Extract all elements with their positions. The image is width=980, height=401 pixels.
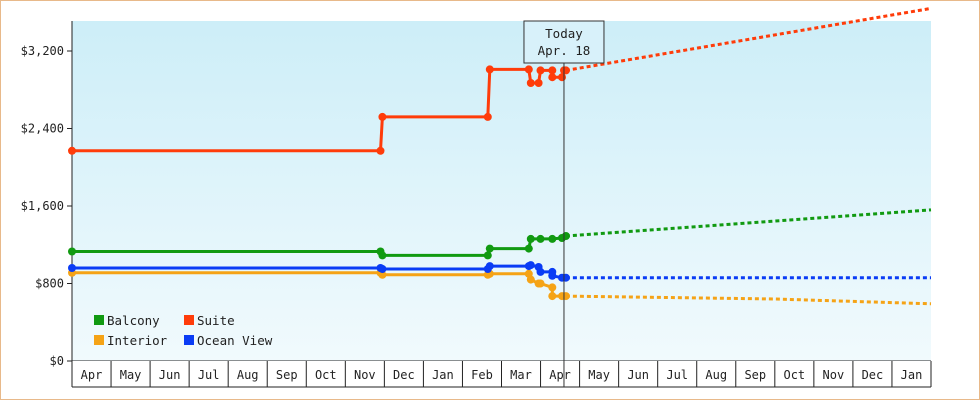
legend: Balcony Suite Interior Ocean View [94, 313, 273, 348]
x-tick-label: Aug [705, 368, 727, 382]
x-tick-label: Sep [744, 368, 766, 382]
data-point [534, 79, 543, 87]
y-tick-label: $0 [50, 354, 64, 368]
forecast-line [565, 6, 932, 72]
x-tick-label: May [120, 368, 142, 382]
x-tick-label: May [588, 368, 610, 382]
legend-item-balcony: Balcony [94, 313, 160, 328]
legend-swatch [184, 335, 194, 345]
y-tick-label: $1,600 [21, 199, 64, 213]
legend-swatch [94, 315, 104, 325]
y-tick-label: $800 [35, 277, 64, 291]
data-point [561, 66, 570, 75]
forecast-line [565, 208, 932, 238]
legend-swatch [94, 335, 104, 345]
axes: $0 $800 $1,600 $2,400 $3,200 Apr May Jun Jul Aug S… [21, 21, 932, 388]
legend-label: Suite [197, 313, 235, 328]
today-marker: Today Apr. 18 [523, 20, 605, 387]
data-point [526, 79, 535, 87]
data-point [526, 275, 535, 284]
series-interior [68, 268, 932, 306]
data-point [378, 251, 387, 260]
x-tick-label: Feb [471, 368, 493, 382]
legend-label: Ocean View [197, 333, 273, 348]
data-point [548, 66, 557, 75]
data-point [526, 234, 535, 243]
data-point [68, 146, 76, 155]
data-point [483, 251, 492, 260]
legend-label: Balcony [107, 313, 160, 328]
x-tick-label: Jun [627, 368, 649, 382]
data-point [536, 279, 545, 288]
data-point [536, 267, 545, 276]
data-point [483, 112, 492, 121]
x-tick-label: Dec [393, 368, 415, 382]
data-point [561, 292, 570, 301]
data-point [68, 264, 76, 272]
data-point [558, 73, 566, 82]
x-tick-label: Jan [432, 368, 454, 382]
data-point [526, 261, 535, 270]
today-date: Apr. 18 [538, 43, 591, 58]
legend-label: Interior [107, 333, 168, 348]
legend-item-ocean-view: Ocean View [184, 333, 273, 348]
series-suite [68, 6, 932, 155]
data-point [536, 234, 545, 243]
data-point [68, 247, 76, 256]
x-tick-label: Mar [510, 368, 532, 382]
data-point [485, 262, 494, 271]
data-point [524, 65, 533, 74]
y-tick-label: $3,200 [21, 44, 64, 58]
data-point [376, 146, 385, 155]
legend-swatch [184, 315, 194, 325]
data-point [548, 234, 557, 243]
data-point [378, 270, 387, 279]
x-tick-label: Aug [237, 368, 259, 382]
x-tick-label: Apr [81, 368, 103, 382]
y-tick-label: $2,400 [21, 122, 64, 136]
data-point [378, 265, 387, 273]
data-point [548, 292, 557, 301]
x-tick-label: Jun [159, 368, 181, 382]
x-tick-label: Oct [315, 368, 337, 382]
data-point [524, 244, 533, 253]
data-point [548, 283, 557, 292]
data-point [485, 244, 494, 253]
data-point [378, 112, 387, 121]
data-point [561, 273, 570, 282]
x-tick-label: Oct [783, 368, 805, 382]
data-point [561, 232, 570, 240]
data-point [536, 66, 545, 75]
x-tick-label: Nov [354, 368, 376, 382]
x-tick-label: Jul [666, 368, 688, 382]
legend-item-interior: Interior [94, 333, 168, 348]
data-point [485, 65, 494, 74]
x-tick-label: Dec [862, 368, 884, 382]
x-tick-label: Apr [549, 368, 571, 382]
x-tick-label: Sep [276, 368, 298, 382]
data-point [548, 73, 557, 82]
data-point [548, 271, 557, 280]
legend-item-suite: Suite [184, 313, 235, 328]
today-label: Today [545, 26, 583, 41]
x-tick-label: Jan [901, 368, 923, 382]
plot-area [72, 21, 931, 361]
x-tick-label: Jul [198, 368, 220, 382]
today-box [523, 20, 605, 64]
x-tick-label: Nov [823, 368, 845, 382]
